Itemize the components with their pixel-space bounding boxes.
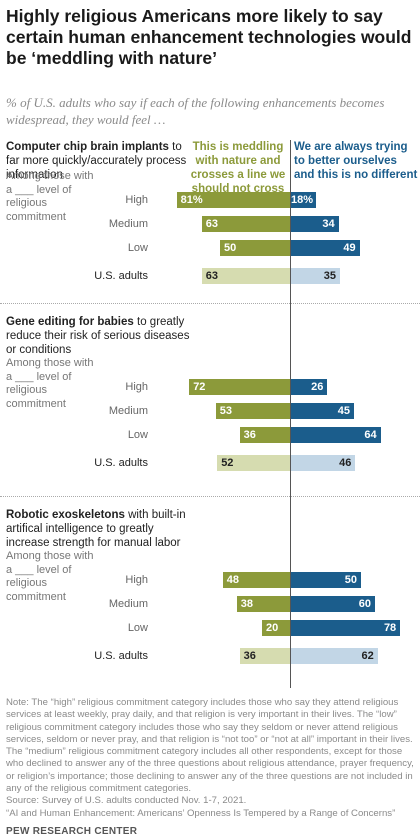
bar-better-ourselves: 50 — [291, 572, 361, 588]
panel-title-rest: to far more quickly/accurately process i… — [6, 141, 187, 181]
row-label: Low — [127, 622, 148, 634]
center-axis-line — [290, 140, 291, 688]
panel-separator — [0, 496, 420, 497]
panel-title-rest: with built-in artifical intelligence to … — [6, 509, 186, 549]
row-label: Medium — [108, 598, 148, 610]
row-label: Medium — [108, 405, 148, 417]
row-label: High — [125, 194, 148, 206]
row-label: Low — [127, 242, 148, 254]
bar-better-ourselves: 34 — [291, 216, 339, 232]
legend-meddling: This is meddling with nature and crosses… — [190, 141, 286, 195]
row-label: High — [125, 381, 148, 393]
bar-better-ourselves: 62 — [291, 648, 378, 664]
bar-meddling: 72 — [189, 379, 290, 395]
bar-meddling: 36 — [239, 427, 290, 443]
bar-meddling: 50 — [220, 240, 290, 256]
panel-description-3: Robotic exoskeletons with built-in artif… — [6, 508, 196, 550]
chart-note: Note: The “high” religious commitment ca… — [6, 697, 416, 820]
bar-meddling: 53 — [215, 403, 290, 419]
bar-better-ourselves: 45 — [291, 403, 354, 419]
group-label: Among those with a ___ level of religiou… — [6, 550, 94, 603]
bar-meddling: 38 — [236, 596, 290, 612]
panel-title-bold: Computer chip brain implants — [6, 141, 169, 153]
source-text: Source: Survey of U.S. adults conducted … — [6, 795, 247, 807]
row-label: U.S. adults — [94, 270, 148, 282]
chart-title: Highly religious Americans more likely t… — [6, 6, 412, 68]
bar-better-ourselves: 49 — [291, 240, 360, 256]
row-label: Medium — [108, 218, 148, 230]
note-text: Note: The “high” religious commitment ca… — [6, 697, 414, 795]
bar-meddling: 63 — [201, 216, 290, 232]
panel-title-bold: Gene editing for babies — [6, 316, 134, 328]
bar-meddling: 48 — [222, 572, 290, 588]
row-label: U.S. adults — [94, 650, 148, 662]
row-label: U.S. adults — [94, 457, 148, 469]
bar-better-ourselves: 18% — [291, 192, 317, 208]
panel-description-2: Gene editing for babies to greatly reduc… — [6, 315, 196, 357]
pew-logo-text: PEW RESEARCH CENTER — [6, 826, 138, 837]
bar-better-ourselves: 60 — [291, 596, 375, 612]
bar-meddling: 52 — [217, 455, 290, 471]
bar-meddling: 81% — [176, 192, 290, 208]
panel-separator — [0, 303, 420, 304]
bar-meddling: 36 — [239, 648, 290, 664]
chart-subtitle: % of U.S. adults who say if each of the … — [6, 95, 385, 127]
bar-meddling: 63 — [201, 268, 290, 284]
panel-description-1: Computer chip brain implants to far more… — [6, 140, 196, 182]
group-label: Among those with a ___ level of religiou… — [6, 170, 94, 223]
row-label: Low — [127, 429, 148, 441]
bar-better-ourselves: 35 — [291, 268, 340, 284]
panel-title-rest: to greatly reduce their risk of serious … — [6, 316, 190, 356]
legend-better-ourselves: We are always trying to better ourselves… — [294, 141, 418, 181]
bar-better-ourselves: 46 — [291, 455, 356, 471]
bar-meddling: 20 — [262, 620, 290, 636]
report-title: “AI and Human Enhancement: Americans’ Op… — [6, 807, 396, 819]
row-label: High — [125, 574, 148, 586]
bar-better-ourselves: 64 — [291, 427, 381, 443]
bar-better-ourselves: 78 — [291, 620, 401, 636]
group-label: Among those with a ___ level of religiou… — [6, 357, 94, 410]
bar-better-ourselves: 26 — [291, 379, 328, 395]
panel-title-bold: Robotic exoskeletons — [6, 509, 125, 521]
